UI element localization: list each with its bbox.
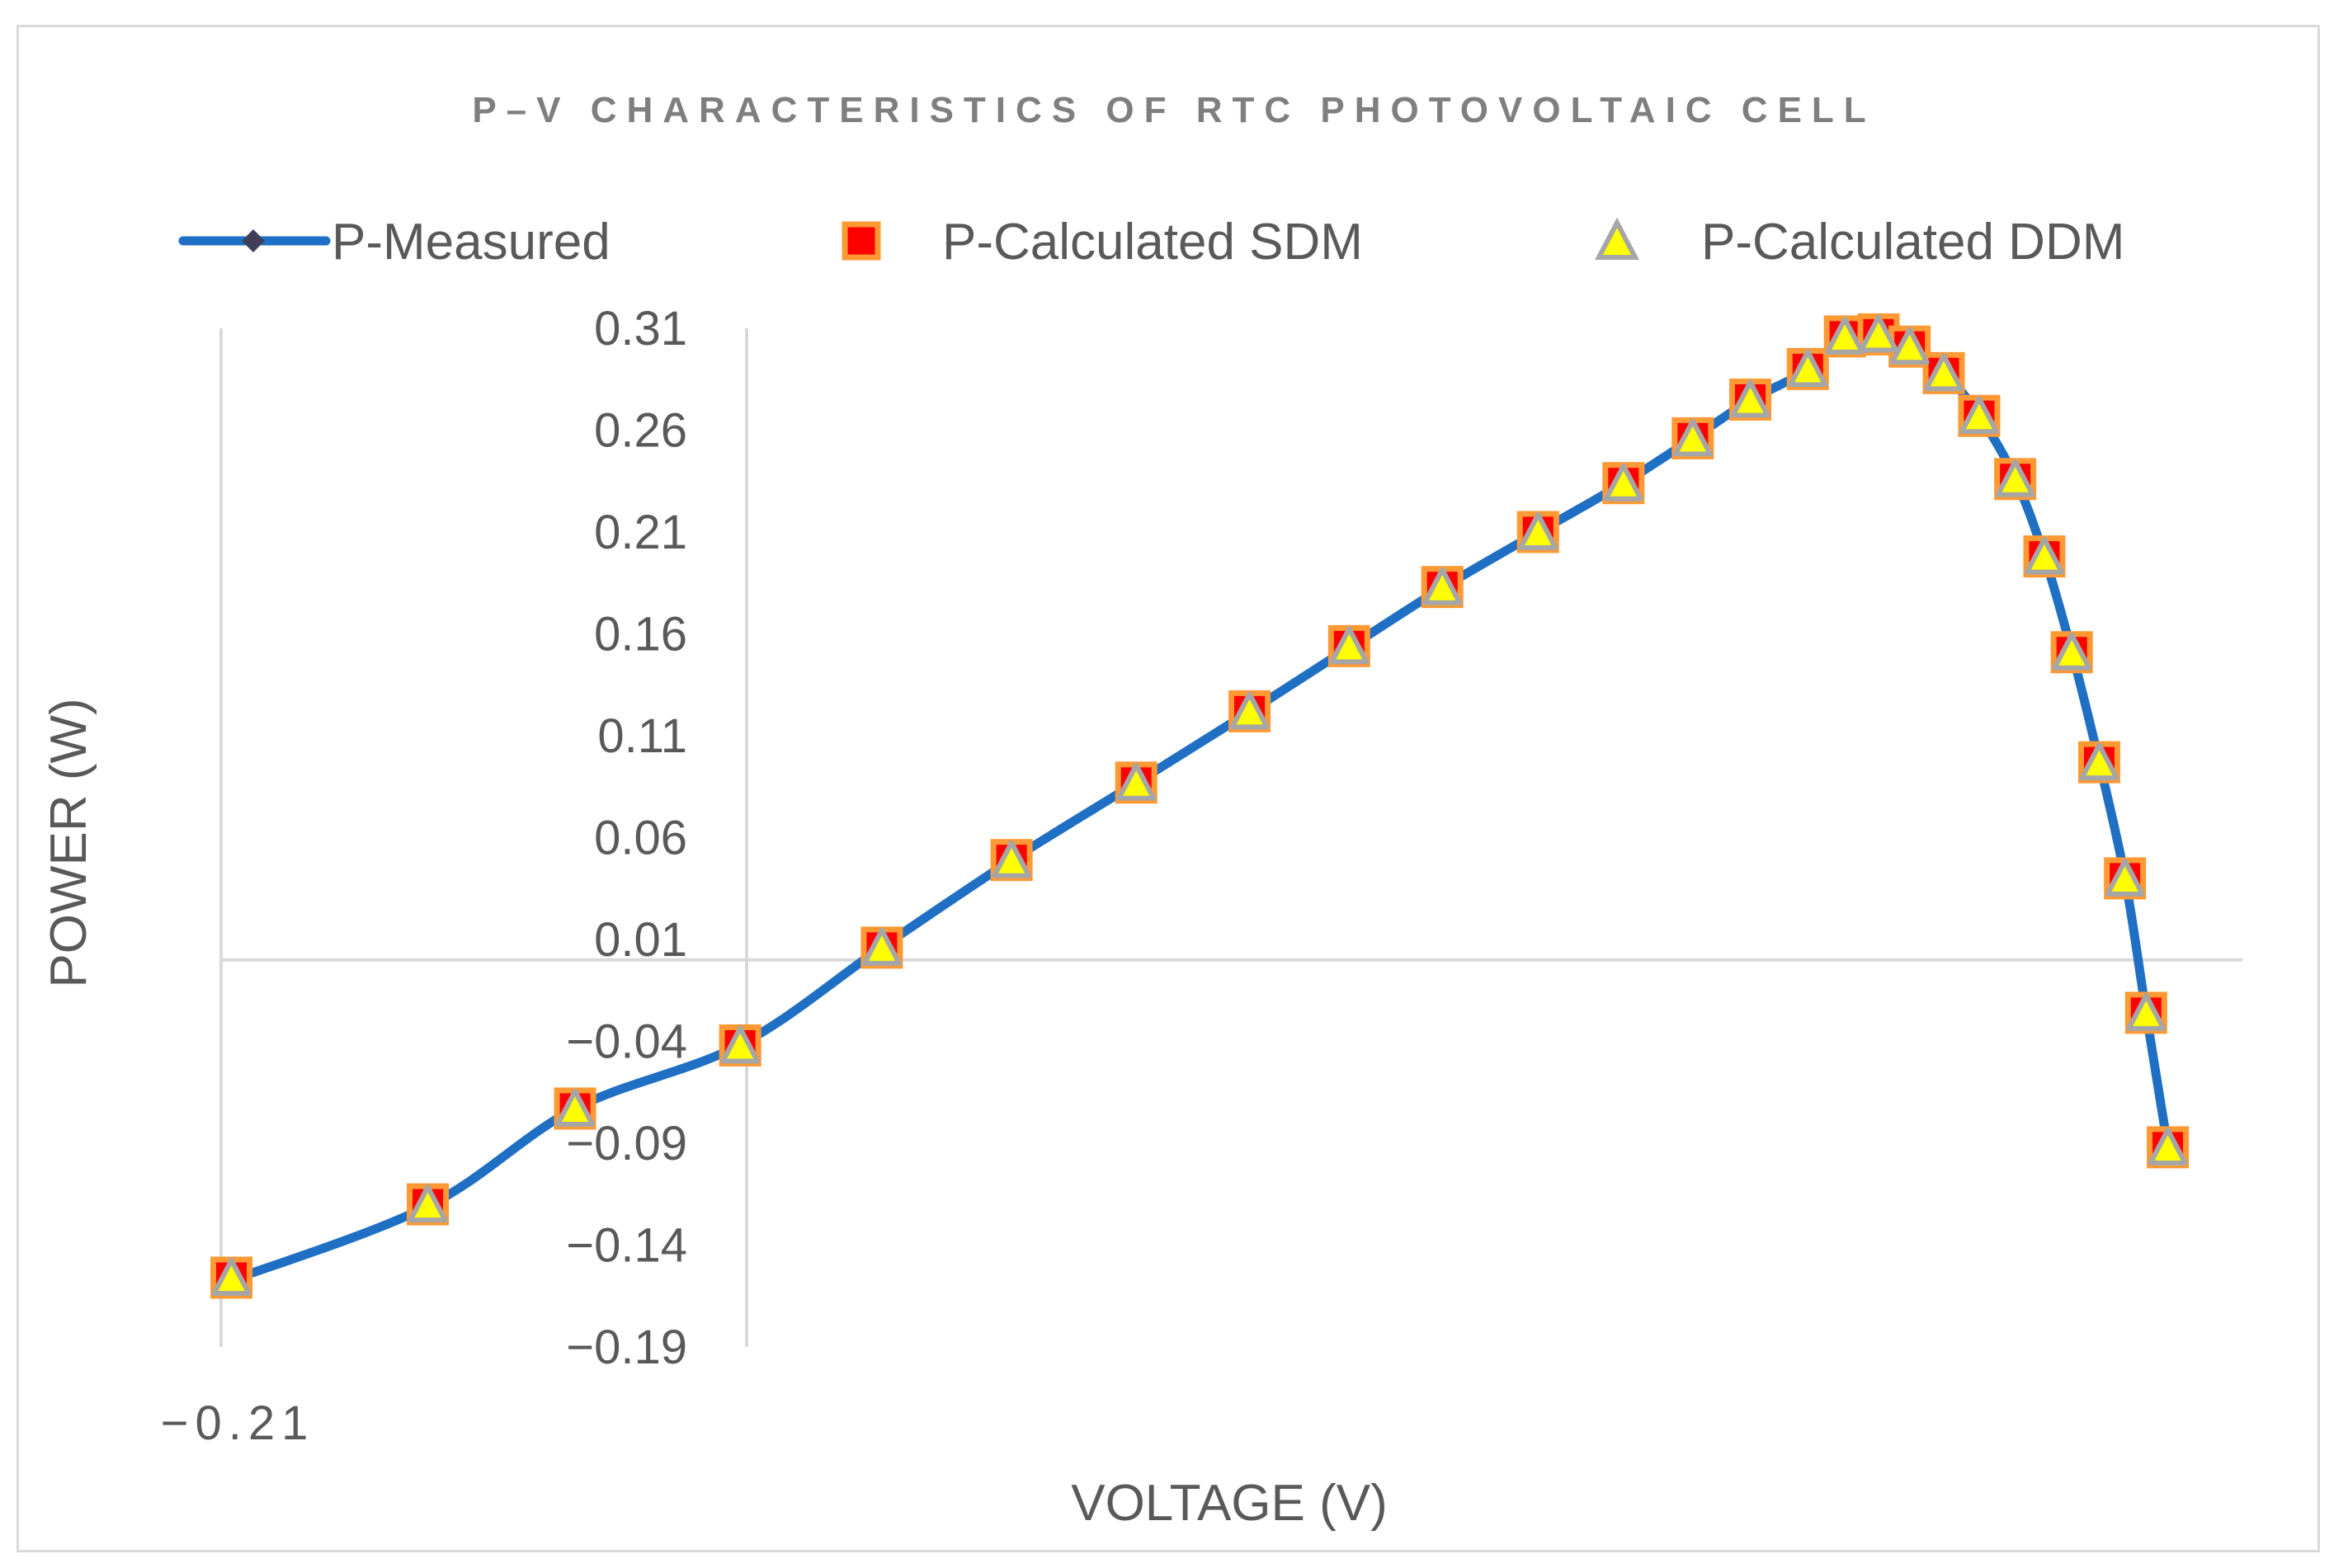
point-p-calculated-ddm bbox=[1518, 512, 1558, 550]
y-axis-title: POWER (W) bbox=[40, 698, 97, 987]
legend: P-Measured P-Calculated SDM P-Calculated… bbox=[178, 214, 2124, 271]
point-p-calculated-ddm bbox=[1889, 327, 1930, 365]
x-tick-label: −0.21 bbox=[161, 1396, 315, 1450]
y-tick-label: −0.04 bbox=[566, 1015, 687, 1069]
legend-ddm-triangle-icon bbox=[1595, 217, 1639, 260]
point-p-calculated-ddm bbox=[1672, 418, 1713, 457]
y-tick-label: 0.26 bbox=[594, 404, 687, 458]
y-tick-label: 0.01 bbox=[594, 913, 687, 967]
legend-item-p-calculated-sdm[interactable]: P-Calculated SDM bbox=[842, 214, 1363, 271]
y-tick-label: −0.14 bbox=[566, 1219, 687, 1273]
y-tick-label: 0.11 bbox=[597, 709, 687, 763]
point-p-calculated-ddm bbox=[1995, 459, 2035, 497]
point-p-calculated-ddm bbox=[1329, 626, 1370, 665]
legend-sdm-square-icon bbox=[842, 221, 881, 261]
chart-frame bbox=[17, 25, 2320, 1552]
legend-item-p-measured[interactable]: P-Measured bbox=[178, 214, 611, 271]
point-p-calculated-ddm bbox=[1730, 379, 1770, 418]
point-p-calculated-ddm bbox=[861, 927, 902, 966]
point-p-calculated-ddm bbox=[1603, 463, 1643, 501]
point-p-calculated-ddm bbox=[1422, 567, 1463, 605]
point-p-calculated-ddm bbox=[1788, 349, 1828, 388]
legend-item-p-calculated-ddm[interactable]: P-Calculated DDM bbox=[1595, 214, 2124, 271]
point-p-calculated-ddm bbox=[555, 1089, 596, 1128]
point-p-calculated-ddm bbox=[1116, 762, 1157, 801]
point-p-calculated-ddm bbox=[2052, 632, 2092, 671]
point-p-calculated-ddm bbox=[408, 1184, 448, 1223]
y-tick-label: 0.16 bbox=[594, 608, 687, 662]
legend-label-p-calculated-sdm: P-Calculated SDM bbox=[942, 214, 1363, 271]
series-layer bbox=[210, 313, 2190, 1299]
point-p-calculated-ddm bbox=[2126, 992, 2166, 1031]
axes: 0.310.260.210.160.110.060.01−0.04−0.09−0… bbox=[161, 302, 2242, 1450]
y-tick-label: 0.06 bbox=[594, 812, 687, 865]
point-p-calculated-ddm bbox=[211, 1258, 252, 1297]
point-p-calculated-ddm bbox=[720, 1025, 761, 1064]
point-p-calculated-ddm bbox=[2148, 1127, 2188, 1165]
series-line-p-measured bbox=[227, 327, 2173, 1285]
point-p-calculated-ddm bbox=[992, 840, 1032, 878]
x-axis-title: VOLTAGE (V) bbox=[1071, 1475, 1388, 1532]
y-tick-label: 0.31 bbox=[594, 302, 687, 356]
point-p-calculated-ddm bbox=[1924, 353, 1964, 392]
y-tick-label: 0.21 bbox=[594, 506, 687, 559]
legend-label-p-measured: P-Measured bbox=[332, 214, 611, 271]
point-p-calculated-ddm bbox=[2024, 536, 2064, 575]
legend-measured-diamond-icon bbox=[242, 229, 265, 252]
y-tick-label: −0.19 bbox=[566, 1321, 687, 1374]
point-p-calculated-ddm bbox=[2079, 742, 2119, 781]
legend-label-p-calculated-ddm: P-Calculated DDM bbox=[1701, 214, 2124, 271]
point-p-calculated-ddm bbox=[1859, 314, 1898, 353]
chart-title: P–V CHARACTERISTICS OF RTC PHOTOVOLTAIC … bbox=[472, 90, 1875, 130]
point-p-calculated-ddm bbox=[1959, 396, 1999, 435]
point-p-calculated-ddm bbox=[1229, 691, 1270, 730]
point-p-calculated-ddm bbox=[1825, 316, 1865, 355]
point-p-calculated-ddm bbox=[2105, 858, 2145, 897]
